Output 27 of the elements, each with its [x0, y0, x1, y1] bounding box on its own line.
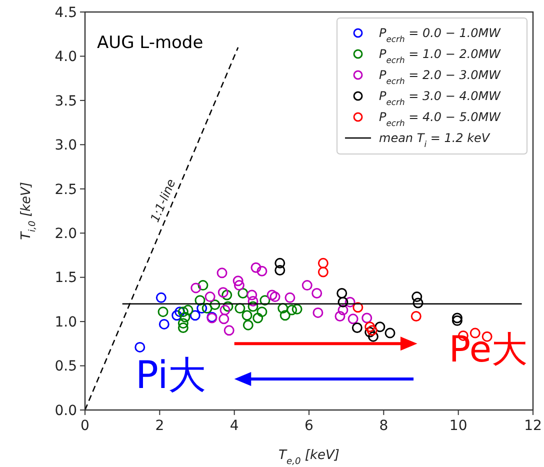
x-tick-label: 12	[524, 418, 542, 434]
x-axis-title: T$_{e,0}$ [keV]	[278, 448, 340, 467]
legend-label: P$_{ecrh}$ = 0.0 − 1.0MW	[379, 26, 502, 44]
annotation: Pe大	[448, 329, 528, 370]
legend-label: P$_{ecrh}$ = 1.0 − 2.0MW	[379, 47, 502, 66]
x-tick-label: 8	[379, 418, 388, 434]
y-tick-label: 1.0	[54, 314, 77, 330]
y-tick-label: 4.0	[54, 49, 77, 66]
x-tick-label: 0	[80, 418, 90, 434]
y-tick-label: 2.0	[54, 226, 77, 242]
annotation: AUG L-mode	[97, 33, 204, 53]
y-tick-label: 3.0	[54, 138, 77, 154]
x-tick-label: 4	[230, 418, 239, 434]
legend-label: mean T$_{i}$ = 1.2 keV	[379, 131, 490, 150]
x-tick-label: 10	[449, 418, 468, 434]
y-tick-label: 3.5	[54, 93, 77, 110]
y-tick-label: 0.5	[54, 358, 77, 375]
y-tick-label: 0.0	[54, 402, 77, 419]
x-tick-label: 2	[155, 418, 164, 434]
legend-label: P$_{ecrh}$ = 4.0 − 5.0MW	[379, 110, 502, 128]
y-tick-label: 2.5	[54, 182, 77, 198]
y-tick-label: 4.5	[54, 4, 77, 21]
legend-label: P$_{ecrh}$ = 2.0 − 3.0MW	[379, 68, 502, 86]
y-tick-label: 1.5	[54, 270, 77, 286]
annotation: Pi大	[136, 352, 206, 397]
legend-label: P$_{ecrh}$ = 3.0 − 4.0MW	[379, 89, 502, 108]
x-tick-label: 6	[304, 418, 314, 434]
